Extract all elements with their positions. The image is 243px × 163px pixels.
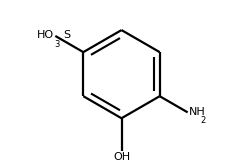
Text: HO: HO (37, 30, 54, 40)
Text: OH: OH (113, 152, 130, 162)
Text: NH: NH (189, 107, 206, 117)
Text: 3: 3 (54, 40, 59, 49)
Text: S: S (63, 30, 70, 40)
Text: 2: 2 (200, 116, 205, 125)
